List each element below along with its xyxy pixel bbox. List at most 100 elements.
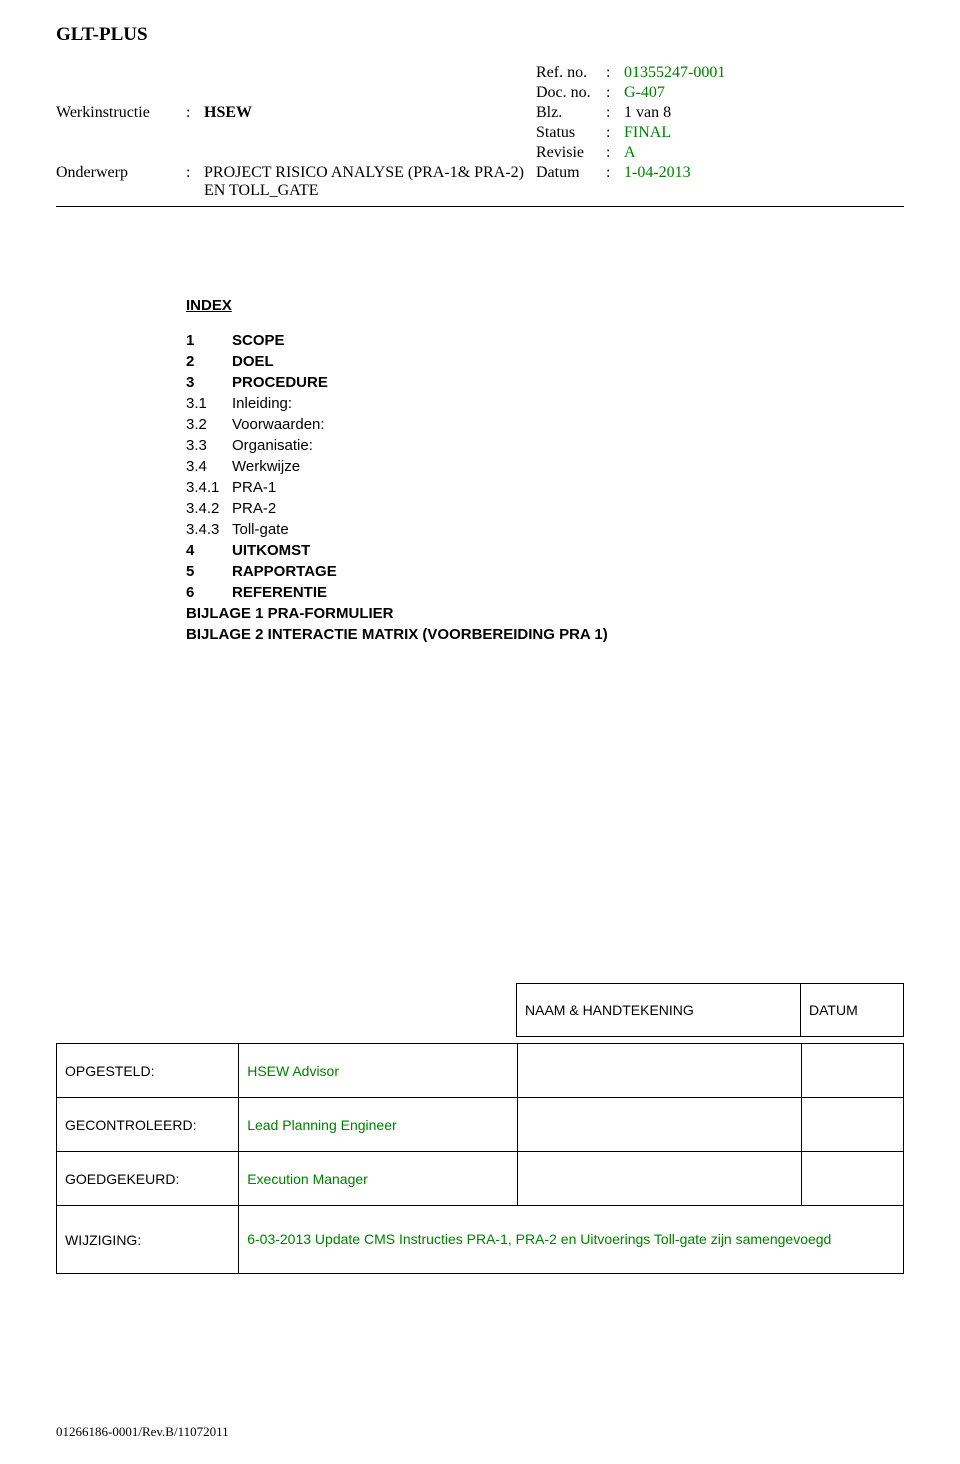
doc-value: G-407 <box>624 84 665 102</box>
toc-num: 1 <box>186 332 232 349</box>
date-cell <box>801 1044 903 1098</box>
sig-value: Execution Manager <box>239 1152 517 1206</box>
toc-text: REFERENTIE <box>232 584 327 601</box>
colon: : <box>606 64 624 82</box>
toc-num: 3.4.3 <box>186 521 232 538</box>
toc-text: RAPPORTAGE <box>232 563 337 580</box>
toc-num: 3.4.2 <box>186 500 232 517</box>
index-block: INDEX 1SCOPE2DOEL3PROCEDURE3.1Inleiding:… <box>186 297 904 643</box>
sig-label: GOEDGEKEURD: <box>57 1152 239 1206</box>
sig-cell <box>517 1152 801 1206</box>
toc-text: UITKOMST <box>232 542 310 559</box>
toc-text: PRA-1 <box>232 479 276 496</box>
toc-container: 1SCOPE2DOEL3PROCEDURE3.1Inleiding:3.2Voo… <box>186 332 904 643</box>
blz-label: Blz. <box>536 104 606 122</box>
colon: : <box>186 104 204 122</box>
werkinstructie-label: Werkinstructie <box>56 104 186 122</box>
header-row: Doc. no. : G-407 <box>56 84 904 102</box>
signature-table: OPGESTELD: HSEW Advisor GECONTROLEERD: L… <box>56 1043 904 1274</box>
date-cell <box>801 1152 903 1206</box>
toc-num: 3.3 <box>186 437 232 454</box>
toc-line: 4UITKOMST <box>186 542 904 559</box>
table-row: GECONTROLEERD: Lead Planning Engineer <box>57 1098 904 1152</box>
revisie-value: A <box>624 144 636 162</box>
toc-text: Toll-gate <box>232 521 289 538</box>
toc-line: 3.1Inleiding: <box>186 395 904 412</box>
blz-value: 1 van 8 <box>624 104 671 122</box>
toc-num: 3.4 <box>186 458 232 475</box>
signature-header-row: NAAM & HANDTEKENING DATUM <box>56 983 904 1037</box>
toc-num: 4 <box>186 542 232 559</box>
toc-line: 5RAPPORTAGE <box>186 563 904 580</box>
footer-text: 01266186-0001/Rev.B/11072011 <box>56 1424 229 1440</box>
header-row: Ref. no. : 01355247-0001 <box>56 64 904 82</box>
wijziging-label: WIJZIGING: <box>57 1206 239 1274</box>
toc-num: 3 <box>186 374 232 391</box>
onderwerp-value: PROJECT RISICO ANALYSE (PRA-1& PRA-2) EN… <box>204 164 524 200</box>
sig-cell <box>517 1044 801 1098</box>
table-row: GOEDGEKEURD: Execution Manager <box>57 1152 904 1206</box>
datum-value: 1-04-2013 <box>624 164 691 200</box>
ref-label: Ref. no. <box>536 64 606 82</box>
table-row: WIJZIGING: 6-03-2013 Update CMS Instruct… <box>57 1206 904 1274</box>
toc-line: 1SCOPE <box>186 332 904 349</box>
header-row: Revisie : A <box>56 144 904 162</box>
toc-num: 3.1 <box>186 395 232 412</box>
toc-line: BIJLAGE 2 INTERACTIE MATRIX (VOORBEREIDI… <box>186 626 904 643</box>
col-naam-header: NAAM & HANDTEKENING <box>517 984 801 1036</box>
wijziging-value: 6-03-2013 Update CMS Instructies PRA-1, … <box>239 1206 904 1274</box>
colon: : <box>606 124 624 142</box>
toc-num: 3.4.1 <box>186 479 232 496</box>
sig-label: GECONTROLEERD: <box>57 1098 239 1152</box>
toc-text: SCOPE <box>232 332 285 349</box>
colon: : <box>606 144 624 162</box>
colon: : <box>606 104 624 122</box>
status-label: Status <box>536 124 606 142</box>
toc-line: 3.4Werkwijze <box>186 458 904 475</box>
header-divider <box>56 206 904 207</box>
colon: : <box>186 164 204 200</box>
status-value: FINAL <box>624 124 671 142</box>
toc-text: Organisatie: <box>232 437 313 454</box>
toc-line: 3.4.2PRA-2 <box>186 500 904 517</box>
revisie-label: Revisie <box>536 144 606 162</box>
toc-line: 2DOEL <box>186 353 904 370</box>
sig-value: HSEW Advisor <box>239 1044 517 1098</box>
page: GLT-PLUS Ref. no. : 01355247-0001 Doc. n… <box>0 0 960 1298</box>
toc-line: 3.4.1PRA-1 <box>186 479 904 496</box>
toc-text: BIJLAGE 2 INTERACTIE MATRIX (VOORBEREIDI… <box>186 626 608 643</box>
toc-line: 3PROCEDURE <box>186 374 904 391</box>
toc-num: 3.2 <box>186 416 232 433</box>
toc-text: PRA-2 <box>232 500 276 517</box>
toc-text: Werkwijze <box>232 458 300 475</box>
toc-num: 2 <box>186 353 232 370</box>
toc-text: Voorwaarden: <box>232 416 325 433</box>
toc-line: 3.2Voorwaarden: <box>186 416 904 433</box>
werkinstructie-value: HSEW <box>204 104 252 122</box>
toc-line: 3.3Organisatie: <box>186 437 904 454</box>
datum-label: Datum <box>536 164 606 200</box>
onderwerp-label: Onderwerp <box>56 164 186 200</box>
header-row: Onderwerp : PROJECT RISICO ANALYSE (PRA-… <box>56 164 904 200</box>
toc-num: 6 <box>186 584 232 601</box>
toc-text: BIJLAGE 1 PRA-FORMULIER <box>186 605 394 622</box>
toc-line: 3.4.3Toll-gate <box>186 521 904 538</box>
sig-value: Lead Planning Engineer <box>239 1098 517 1152</box>
colon: : <box>606 164 624 200</box>
sig-cell <box>517 1098 801 1152</box>
header-row: Werkinstructie : HSEW Blz. : 1 van 8 <box>56 104 904 122</box>
date-cell <box>801 1098 903 1152</box>
sig-label: OPGESTELD: <box>57 1044 239 1098</box>
toc-text: PROCEDURE <box>232 374 328 391</box>
ref-value: 01355247-0001 <box>624 64 725 82</box>
colon: : <box>606 84 624 102</box>
toc-line: BIJLAGE 1 PRA-FORMULIER <box>186 605 904 622</box>
doc-label: Doc. no. <box>536 84 606 102</box>
toc-text: Inleiding: <box>232 395 292 412</box>
index-title: INDEX <box>186 297 904 314</box>
col-datum-header: DATUM <box>801 984 903 1036</box>
header-block: Ref. no. : 01355247-0001 Doc. no. : G-40… <box>56 64 904 200</box>
toc-text: DOEL <box>232 353 274 370</box>
header-row: Status : FINAL <box>56 124 904 142</box>
toc-line: 6REFERENTIE <box>186 584 904 601</box>
